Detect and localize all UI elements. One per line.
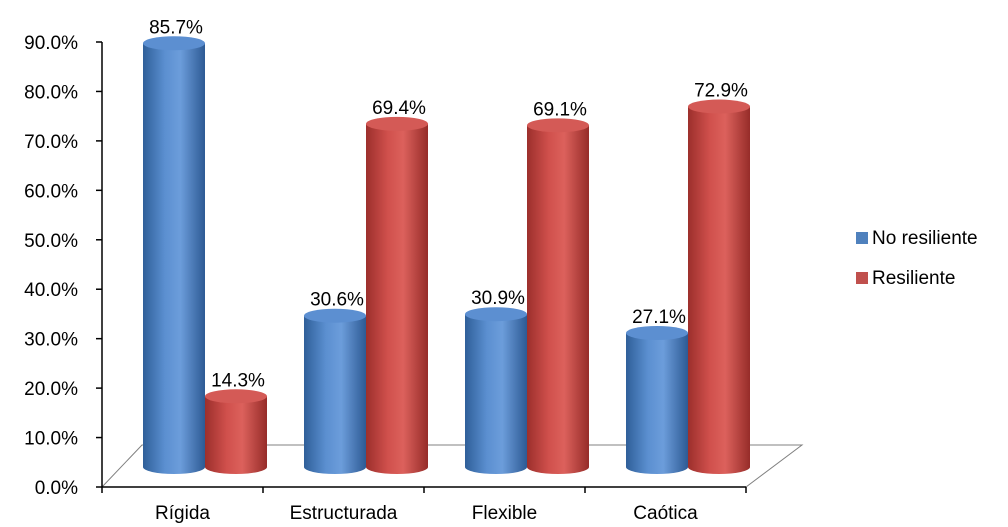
legend: No resiliente Resiliente xyxy=(856,228,978,289)
y-tick-label: 0.0% xyxy=(35,478,78,499)
data-label: 30.9% xyxy=(471,288,525,309)
data-label: 30.6% xyxy=(310,290,364,311)
y-ticks: 0.0% 10.0% 20.0% 30.0% 40.0% 50.0% 60.0% 70.0% 8… xyxy=(24,33,102,499)
bar-no-resiliente xyxy=(626,326,688,474)
bar-resiliente xyxy=(527,118,589,474)
data-label: 14.3% xyxy=(211,370,265,391)
data-labels: 85.7% 30.6% 30.9% 27.1% 14.3% 69.4% 69.1% 72.9% xyxy=(149,17,748,391)
data-label: 27.1% xyxy=(632,307,686,328)
y-tick-label: 50.0% xyxy=(24,231,78,252)
bar-body xyxy=(366,123,428,474)
y-tick-label: 60.0% xyxy=(24,181,78,202)
y-tick-label: 40.0% xyxy=(24,280,78,301)
category-label: Rígida xyxy=(155,503,210,524)
y-tick-label: 90.0% xyxy=(24,33,78,54)
bar-body xyxy=(527,125,589,474)
category-label: Caótica xyxy=(633,503,698,524)
y-tick-label: 30.0% xyxy=(24,330,78,351)
bar-body xyxy=(465,314,527,474)
bar-no-resiliente xyxy=(143,36,205,475)
x-ticks xyxy=(101,487,747,493)
bar-resiliente xyxy=(366,116,428,474)
data-label: 69.4% xyxy=(372,98,426,119)
data-label: 85.7% xyxy=(149,17,203,38)
bar-body xyxy=(688,106,750,475)
bar-body xyxy=(205,396,267,474)
bar-top xyxy=(465,307,527,322)
bar-body xyxy=(626,333,688,474)
y-tick-label: 80.0% xyxy=(24,82,78,103)
data-label: 69.1% xyxy=(533,99,587,120)
bar-top xyxy=(304,308,366,323)
bar-resiliente xyxy=(205,389,267,474)
bar-no-resiliente xyxy=(465,307,527,474)
bar-top xyxy=(143,36,205,51)
bar-top xyxy=(366,116,428,131)
y-tick-label: 10.0% xyxy=(24,429,78,450)
bar-top xyxy=(688,99,750,114)
y-tick-label: 20.0% xyxy=(24,379,78,400)
y-tick-label: 70.0% xyxy=(24,132,78,153)
legend-label-no-resiliente: No resiliente xyxy=(872,228,978,249)
category-label: Estructurada xyxy=(290,503,398,524)
bar-top xyxy=(527,118,589,133)
data-label: 72.9% xyxy=(694,81,748,102)
bar-top xyxy=(626,326,688,341)
category-labels: Rígida Estructurada Flexible Caótica xyxy=(155,503,698,524)
legend-label-resiliente: Resiliente xyxy=(872,268,955,289)
bar-top xyxy=(205,389,267,404)
bar-body xyxy=(143,43,205,475)
category-label: Flexible xyxy=(472,503,537,524)
bar-body xyxy=(304,315,366,474)
bar-resiliente xyxy=(688,99,750,475)
legend-swatch-resiliente xyxy=(856,272,868,284)
legend-swatch-no-resiliente xyxy=(856,232,868,244)
bar-no-resiliente xyxy=(304,308,366,474)
bars xyxy=(143,36,750,475)
